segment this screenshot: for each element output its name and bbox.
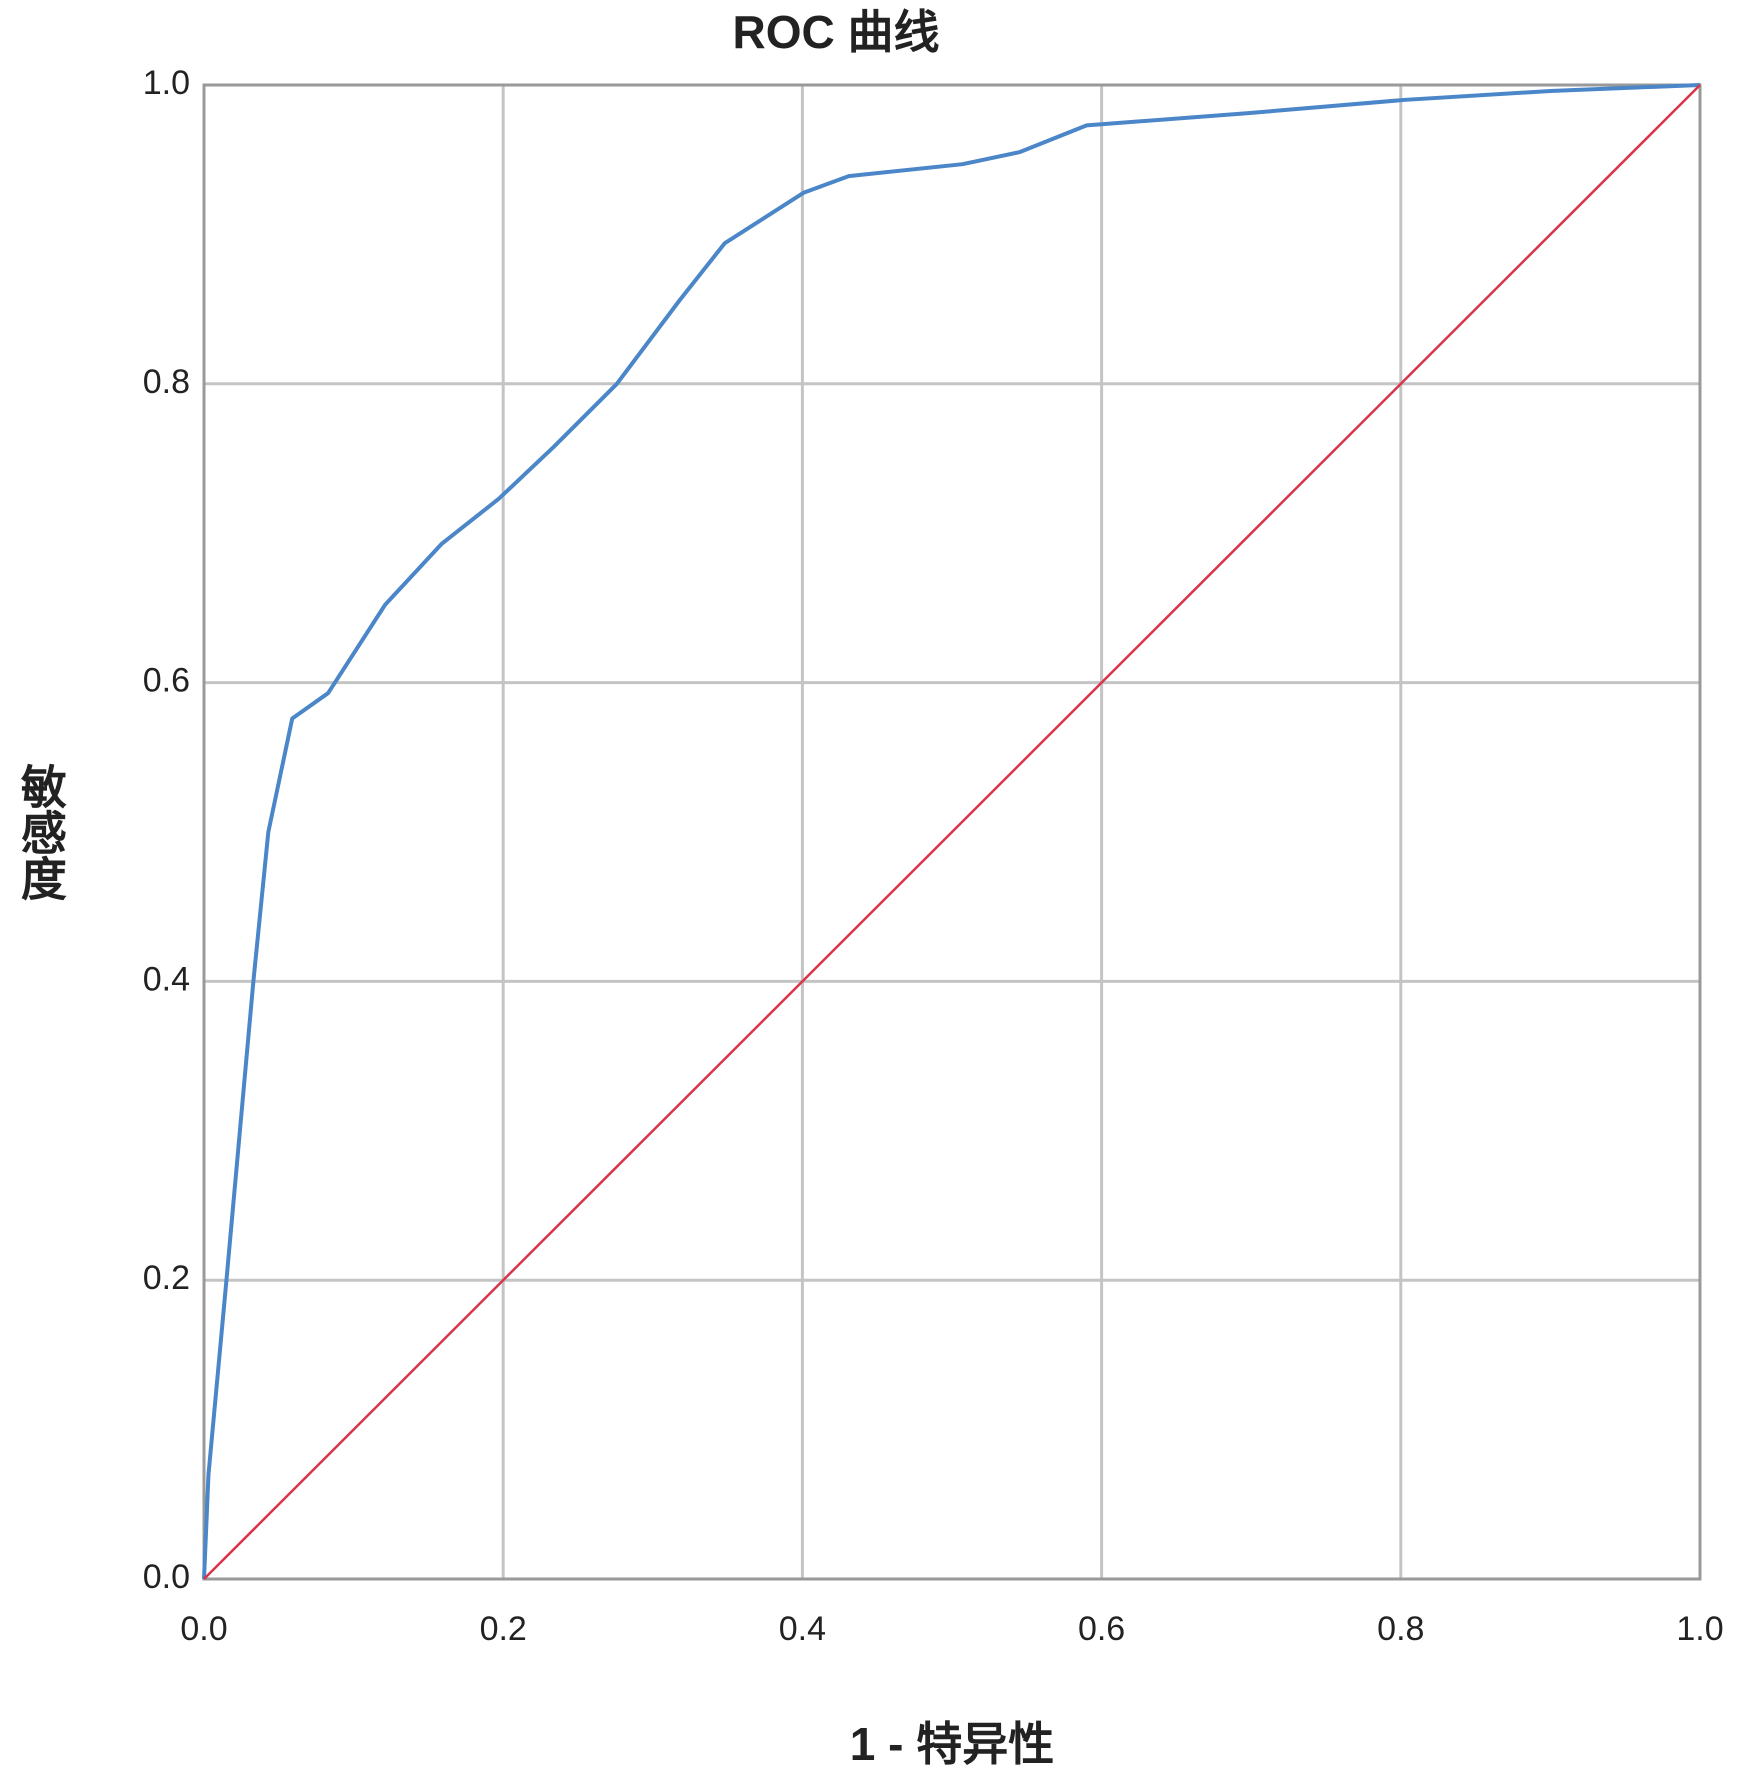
x-tick-label: 1.0 <box>1676 1610 1723 1648</box>
x-tick-label: 0.2 <box>480 1610 527 1648</box>
x-tick-label: 0.6 <box>1078 1610 1125 1648</box>
curve <box>203 84 1701 1580</box>
x-tick-label: 0.0 <box>180 1610 227 1648</box>
y-tick-label: 0.0 <box>143 1558 190 1596</box>
chart-title: ROC 曲线 <box>733 6 940 58</box>
y-tick-label: 0.8 <box>143 363 190 401</box>
y-tick-label: 0.4 <box>143 960 190 998</box>
y-axis-label: 敏感度 <box>15 763 67 901</box>
x-tick-label: 0.4 <box>779 1610 826 1648</box>
x-axis-label: 1 - 特异性 <box>850 1718 1054 1770</box>
plot-frame <box>202 83 1702 1581</box>
y-tick-label: 0.6 <box>143 662 190 700</box>
y-tick-label: 0.2 <box>143 1259 190 1297</box>
curve <box>202 83 1701 1580</box>
x-tick-label: 0.8 <box>1377 1610 1424 1648</box>
y-tick-label: 1.0 <box>143 64 190 102</box>
